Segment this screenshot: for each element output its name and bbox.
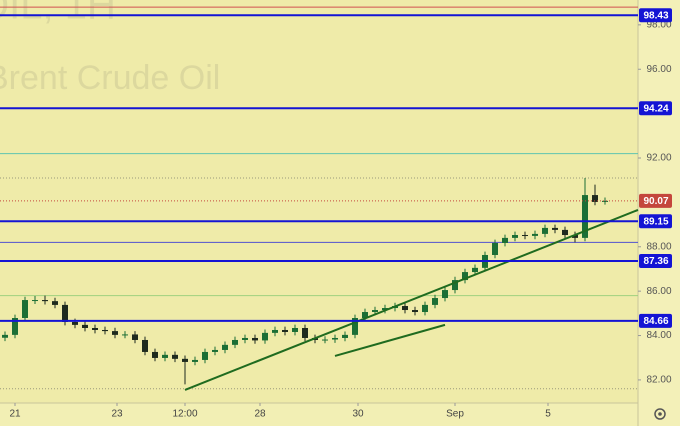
y-tick-label: 92.00: [646, 153, 671, 164]
candle-body: [62, 304, 68, 323]
candle-body: [512, 235, 518, 238]
candle-body: [542, 227, 548, 234]
candle-body: [562, 229, 568, 236]
level-label: 84.66: [643, 316, 668, 327]
candle-body: [82, 324, 88, 328]
candle-body: [192, 359, 198, 362]
candle-body: [592, 195, 598, 202]
candle-body: [422, 304, 428, 313]
trendline: [334, 323, 446, 357]
price-axis: [638, 0, 680, 426]
candle-body: [452, 280, 458, 291]
y-tick-label: 84.00: [646, 330, 671, 341]
candle-body: [212, 349, 218, 352]
level-label: 89.15: [643, 216, 668, 227]
y-tick-label: 82.00: [646, 375, 671, 386]
watermark-subtitle: Brent Crude Oil: [0, 59, 220, 97]
candle-body: [492, 242, 498, 255]
candle-body: [472, 267, 478, 273]
candle-body: [342, 334, 348, 338]
y-tick-label: 98.00: [646, 19, 671, 30]
candle-body: [152, 351, 158, 358]
candle-body: [432, 298, 438, 305]
x-tick-label: 21: [9, 409, 21, 420]
level-label-box: [639, 313, 672, 328]
y-tick-label: 88.00: [646, 241, 671, 252]
candle-body: [602, 200, 608, 202]
candle-body: [552, 227, 558, 230]
candle-body: [22, 300, 28, 319]
y-tick-label: 86.00: [646, 286, 671, 297]
candle-body: [222, 344, 228, 350]
candle-body: [332, 337, 338, 340]
candle-body: [12, 318, 18, 335]
candle-body: [572, 235, 578, 238]
y-tick-label: 96.00: [646, 64, 671, 75]
candle-body: [92, 327, 98, 330]
candle-body: [72, 322, 78, 325]
candle-body: [502, 237, 508, 243]
x-tick-label: 12:00: [172, 409, 197, 420]
candle-body: [252, 337, 258, 341]
settings-icon[interactable]: [654, 408, 666, 420]
level-label: 94.24: [643, 103, 668, 114]
candle-body: [142, 339, 148, 352]
candle-body: [352, 318, 358, 335]
candle-body: [372, 310, 378, 313]
candle-body: [412, 310, 418, 313]
level-label: 98.43: [643, 10, 668, 21]
candle-body: [272, 329, 278, 333]
level-label-box: [639, 8, 672, 23]
level-label-box: [639, 214, 672, 229]
candle-body: [282, 329, 288, 332]
last-price-label: 90.07: [643, 196, 668, 207]
candle-body: [382, 308, 388, 311]
candle-body: [322, 339, 328, 341]
level-label: 87.36: [643, 256, 668, 267]
candle-body: [402, 306, 408, 311]
x-tick-label: 30: [352, 409, 364, 420]
candle-body: [182, 358, 188, 362]
candle-body: [582, 195, 588, 238]
candle-body: [42, 300, 48, 302]
candle-body: [2, 334, 8, 338]
candle-body: [532, 233, 538, 236]
level-label-box: [639, 253, 672, 268]
x-tick-label: 23: [111, 409, 123, 420]
level-label-box: [639, 101, 672, 116]
candle-body: [292, 327, 298, 332]
trendline: [184, 209, 639, 391]
candle-body: [362, 312, 368, 319]
candle-body: [32, 300, 38, 302]
candle-body: [302, 327, 308, 338]
candle-body: [112, 331, 118, 335]
candle-body: [102, 329, 108, 332]
candle-body: [52, 301, 58, 305]
candle-body: [202, 351, 208, 360]
last-price-box: [639, 193, 672, 208]
candle-body: [442, 290, 448, 299]
candle-body: [242, 337, 248, 340]
watermark-title: OIL, 1H: [0, 0, 116, 28]
candle-body: [172, 354, 178, 359]
candle-body: [232, 339, 238, 345]
x-tick-label: 5: [545, 409, 551, 420]
candle-body: [122, 334, 128, 336]
candle-body: [262, 332, 268, 341]
candle-body: [132, 334, 138, 340]
x-tick-label: 28: [254, 409, 266, 420]
candle-body: [462, 272, 468, 281]
x-tick-label: Sep: [446, 409, 464, 420]
candle-body: [522, 235, 528, 237]
candle-body: [162, 354, 168, 358]
